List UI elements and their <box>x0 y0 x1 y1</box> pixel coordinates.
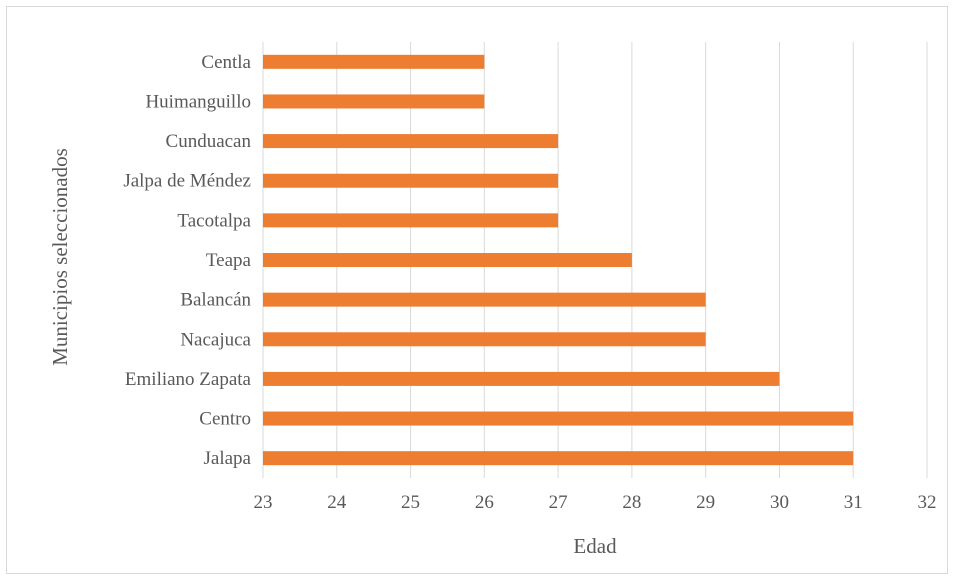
category-label: Tacotalpa <box>177 210 251 231</box>
bar <box>263 253 632 267</box>
x-tick-label: 29 <box>696 492 715 513</box>
x-tick-label: 28 <box>622 492 641 513</box>
x-tick-label: 30 <box>770 492 789 513</box>
bar <box>263 332 706 347</box>
bar <box>263 371 780 386</box>
category-label: Teapa <box>206 250 252 271</box>
bar <box>263 173 559 188</box>
category-label: Centla <box>201 52 251 73</box>
bar <box>263 451 854 466</box>
x-tick-label: 26 <box>475 492 494 513</box>
x-axis-title: Edad <box>573 534 617 558</box>
bar <box>263 213 559 228</box>
x-tick-label: 24 <box>327 492 347 513</box>
category-label: Emiliano Zapata <box>125 369 252 390</box>
category-labels: Jalapa Centro Emiliano Zapata Nacajuca Balan… <box>123 52 251 469</box>
x-tick-label: 25 <box>401 492 420 513</box>
bar <box>263 411 854 426</box>
category-label: Jalapa <box>204 448 252 469</box>
x-tick-label: 23 <box>254 492 273 513</box>
y-axis-title: Municipios seleccionados <box>48 148 72 366</box>
x-tick-label: 31 <box>844 492 863 513</box>
category-label: Jalpa de Méndez <box>123 171 251 192</box>
category-label: Balancán <box>180 290 251 311</box>
bar <box>263 94 485 109</box>
bar <box>263 54 485 69</box>
bar <box>263 292 706 307</box>
bar <box>263 134 559 149</box>
category-label: Cunduacan <box>166 131 252 152</box>
gridlines <box>262 42 928 478</box>
bars <box>263 54 854 466</box>
x-tick-labels: 23 24 25 26 27 28 29 30 31 32 <box>254 492 937 513</box>
category-label: Huimanguillo <box>145 91 251 112</box>
x-tick-label: 32 <box>918 492 937 513</box>
x-tick-label: 27 <box>549 492 568 513</box>
category-label: Centro <box>199 409 251 430</box>
category-label: Nacajuca <box>180 329 251 350</box>
